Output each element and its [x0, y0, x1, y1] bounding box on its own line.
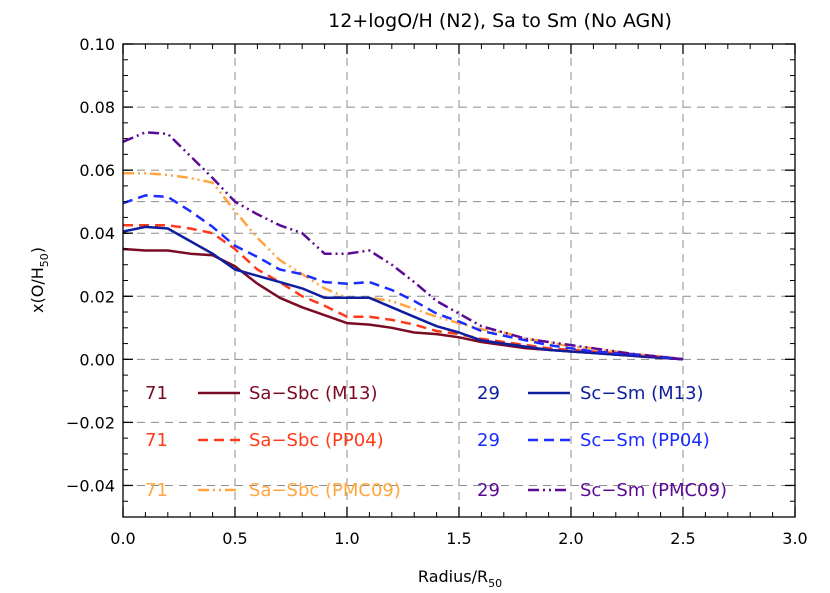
y-tick-label: −0.02 [66, 413, 115, 432]
chart-title: 12+logO/H (N2), Sa to Sm (No AGN) [328, 10, 672, 32]
y-tick-label: 0.04 [79, 224, 115, 243]
x-tick-label: 1.0 [334, 529, 359, 548]
series-line-2 [123, 172, 684, 361]
y-tick-label: 0.06 [79, 161, 115, 180]
x-tick-label: 0.0 [110, 529, 135, 548]
y-axis-label-sub: 50 [38, 253, 51, 267]
ticks [122, 43, 796, 518]
x-tick-label: 2.5 [670, 529, 695, 548]
x-tick-label: 0.5 [222, 529, 247, 548]
x-tick-label: 3.0 [782, 529, 807, 548]
x-tick-label: 2.0 [558, 529, 583, 548]
y-tick-label: 0.10 [79, 35, 115, 54]
y-tick-label: 0.08 [79, 98, 115, 117]
x-axis-label-sub: 50 [488, 577, 502, 590]
legend: 71 Sa−Sbc (M13) 71 Sa−Sbc (PP04) 71 Sa−Sbc (P… [145, 383, 727, 501]
x-axis-label: Radius/R50 [418, 567, 502, 590]
y-axis-label: x(O/H50) [28, 247, 51, 313]
tick-labels: 0.0 0.5 1.0 1.5 2.0 2.5 3.0 −0.04 −0.02 0.00 0.02 0… [66, 35, 808, 548]
legend-label-2: Sa−Sbc (PMC09) [249, 480, 401, 501]
x-tick-label: 1.5 [446, 529, 471, 548]
series-line-1 [123, 224, 684, 361]
legend-count-4: 29 [477, 430, 500, 451]
series-line-3 [122, 225, 684, 361]
y-axis-label-main: x(O/H [28, 267, 47, 313]
series-layer [122, 131, 684, 361]
legend-label-1: Sa−Sbc (PP04) [249, 430, 384, 451]
legend-label-3: Sc−Sm (M13) [580, 383, 704, 404]
legend-count-1: 71 [145, 430, 168, 451]
legend-label-5: Sc−Sm (PMC09) [580, 480, 727, 501]
series-line-5 [122, 131, 684, 361]
y-tick-label: −0.04 [66, 476, 115, 495]
y-axis-label-close: ) [28, 247, 47, 253]
legend-count-5: 29 [477, 480, 500, 501]
legend-count-2: 71 [145, 480, 168, 501]
y-tick-label: 0.02 [79, 287, 115, 306]
x-axis-label-main: Radius/R [418, 567, 488, 586]
legend-label-0: Sa−Sbc (M13) [249, 383, 378, 404]
legend-count-0: 71 [145, 383, 168, 404]
legend-label-4: Sc−Sm (PP04) [580, 430, 710, 451]
series-line-4 [122, 194, 684, 361]
legend-count-3: 29 [477, 383, 500, 404]
y-tick-label: 0.00 [79, 350, 115, 369]
